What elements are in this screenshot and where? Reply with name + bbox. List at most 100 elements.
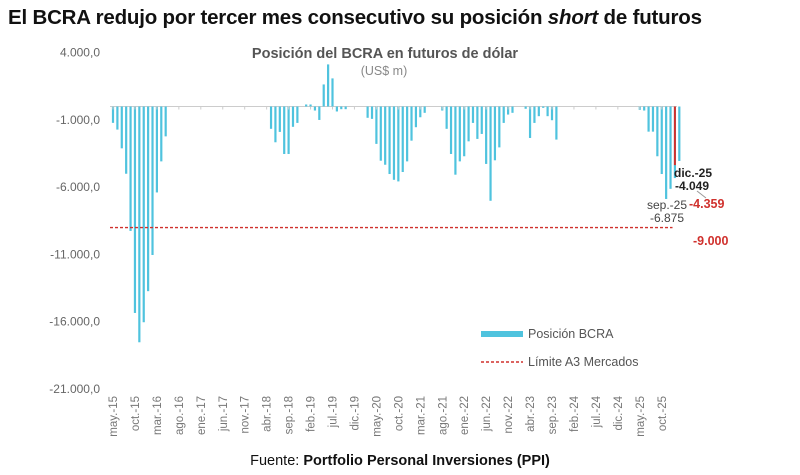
bar	[318, 106, 321, 120]
bar	[493, 106, 497, 161]
x-tick-label: jul.-24	[591, 395, 603, 428]
bar	[125, 106, 128, 174]
bar	[463, 106, 466, 157]
bar	[344, 106, 347, 110]
x-tick-label: oct.-15	[130, 396, 142, 431]
x-tick-label: nov.-17	[240, 396, 252, 434]
bar	[287, 106, 290, 154]
x-tick-label: ene.-22	[459, 396, 471, 435]
bar	[375, 106, 378, 144]
bar	[480, 106, 483, 134]
headline-text: El BCRA redujo por tercer mes consecutiv…	[8, 6, 548, 29]
bar	[309, 104, 312, 107]
bar	[458, 106, 461, 162]
bar	[528, 106, 532, 138]
bar	[507, 106, 510, 115]
bar	[155, 106, 158, 193]
chart-title: Posición del BCRA en futuros de dólar	[252, 46, 518, 62]
y-tick-label: -16.000,0	[49, 315, 100, 329]
x-tick-label: oct.-20	[393, 396, 405, 431]
bar	[116, 106, 119, 130]
chart-subtitle: (US$ m)	[361, 64, 408, 78]
bar	[327, 64, 330, 107]
annotation-leader	[696, 190, 707, 199]
x-tick-label: mar.-21	[415, 396, 427, 435]
bar	[665, 106, 668, 199]
y-tick-label: -21.000,0	[49, 382, 100, 396]
x-tick-label: nov.-22	[503, 396, 515, 434]
bar	[423, 106, 426, 113]
x-tick-label: sep.-18	[284, 396, 296, 434]
bar	[502, 106, 505, 123]
bar	[269, 106, 273, 129]
bar	[485, 106, 488, 164]
bar	[274, 106, 277, 143]
bar	[660, 106, 663, 175]
annotation-sep25-value: -6.875	[650, 211, 684, 225]
bar	[164, 106, 167, 137]
bar	[133, 106, 137, 313]
bar	[296, 106, 299, 123]
bar	[445, 106, 448, 129]
x-tick-label: dic.-24	[613, 395, 625, 430]
x-tick-label: may.-25	[635, 396, 647, 437]
x-tick-label: abr.-23	[525, 396, 537, 432]
bar	[643, 106, 646, 111]
bar	[120, 106, 123, 149]
bar	[419, 106, 422, 118]
bar	[283, 106, 286, 154]
bar	[449, 106, 453, 154]
x-tick-label: ago.-16	[174, 396, 186, 435]
bar	[524, 106, 527, 109]
bar	[498, 106, 501, 148]
bar	[669, 106, 672, 189]
x-tick-label: may.-20	[371, 396, 383, 437]
bar	[305, 104, 308, 107]
x-tick-label: abr.-18	[262, 396, 274, 432]
x-tick-label: mar.-16	[152, 396, 164, 435]
x-tick-label: feb.-24	[569, 395, 581, 431]
bar	[340, 106, 343, 110]
bar	[366, 106, 369, 118]
bar	[151, 106, 154, 255]
bar	[555, 106, 558, 140]
bar	[454, 106, 457, 175]
bar	[489, 106, 492, 201]
bar	[406, 106, 409, 162]
bar	[651, 106, 655, 132]
x-tick-label: ene.-17	[196, 396, 208, 435]
x-tick-label: jun.-17	[218, 396, 230, 432]
bar	[335, 106, 338, 112]
bar	[147, 106, 150, 292]
bar	[533, 106, 536, 123]
x-tick-label: sep.-23	[547, 396, 559, 434]
x-tick-label: ago.-21	[437, 396, 449, 435]
bar	[392, 106, 396, 180]
annotation-dec25-value: -4.049	[675, 179, 709, 193]
annotation-sep25-label: sep.-25	[647, 198, 687, 212]
x-tick-label: oct.-25	[657, 396, 669, 431]
bar	[542, 106, 545, 108]
source-name: Portfolio Personal Inversiones (PPI)	[303, 453, 550, 469]
x-tick-label: feb.-19	[306, 396, 318, 432]
source-prefix: Fuente:	[250, 453, 304, 469]
y-tick-label: 4.000,0	[60, 46, 100, 60]
bar	[550, 106, 554, 121]
x-tick-label: jun.-22	[481, 396, 493, 432]
bar	[537, 106, 540, 117]
annotation-limit-value: -9.000	[693, 234, 728, 248]
bar	[511, 106, 514, 113]
bar	[379, 106, 382, 161]
y-tick-label: -1.000,0	[56, 113, 100, 127]
x-tick-label: jul.-19	[328, 396, 340, 428]
bar	[384, 106, 387, 165]
bar	[467, 106, 470, 142]
bar	[546, 106, 549, 117]
x-tick-label: may.-15	[108, 396, 120, 437]
bar	[313, 106, 317, 111]
bar	[142, 106, 145, 323]
x-tick-label: dic.-19	[349, 396, 361, 431]
bar	[410, 106, 413, 141]
bar	[397, 106, 400, 182]
